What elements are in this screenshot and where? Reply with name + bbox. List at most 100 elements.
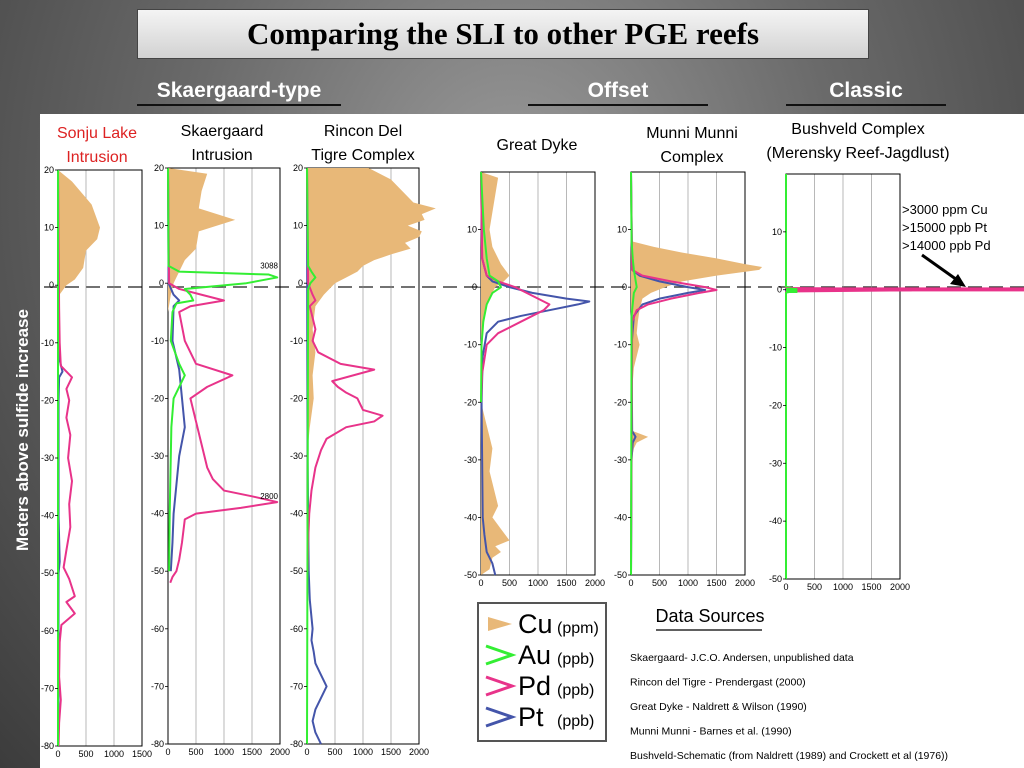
y-tick-label: -80 xyxy=(151,739,164,749)
annotation-arrow-head xyxy=(950,274,966,287)
category-classic: Classic xyxy=(786,79,946,106)
x-tick-label: 500 xyxy=(807,582,822,592)
x-tick-label: 1000 xyxy=(528,578,548,588)
x-tick-label: 1500 xyxy=(706,578,726,588)
series-pd-line xyxy=(480,171,551,403)
y-tick-label: 0 xyxy=(49,280,54,290)
y-tick-label: -50 xyxy=(151,566,164,576)
series-pt-line xyxy=(480,171,591,576)
x-tick-label: 1500 xyxy=(556,578,576,588)
x-tick-label: 0 xyxy=(304,747,309,757)
y-tick-label: -30 xyxy=(769,458,782,468)
y-tick-label: -30 xyxy=(464,455,477,465)
y-tick-label: -10 xyxy=(464,340,477,350)
y-tick-label: -10 xyxy=(769,343,782,353)
y-tick-label: -50 xyxy=(41,568,54,578)
y-tick-label: 0 xyxy=(777,285,782,295)
bushveld-annotation-line: >14000 ppb Pd xyxy=(902,238,991,253)
chart-title-line: Sonju Lake xyxy=(57,125,137,142)
peak-value-annotation: 2800 xyxy=(260,492,278,501)
series-cu-area xyxy=(631,172,763,575)
y-tick-label: -10 xyxy=(151,336,164,346)
y-tick-label: 10 xyxy=(44,223,54,233)
x-tick-label: 1500 xyxy=(861,582,881,592)
y-tick-label: -40 xyxy=(614,512,627,522)
x-tick-label: 0 xyxy=(478,578,483,588)
chart-title-line: (Merensky Reef-Jagdlust) xyxy=(766,145,949,162)
x-tick-label: 1500 xyxy=(132,749,152,759)
y-tick-label: 10 xyxy=(617,225,627,235)
series-au-line xyxy=(630,171,638,576)
series-cu-area xyxy=(307,168,436,456)
y-tick-label: -30 xyxy=(41,453,54,463)
x-tick-label: 1000 xyxy=(104,749,124,759)
series-cu-area xyxy=(168,168,236,312)
y-tick-label: -50 xyxy=(464,570,477,580)
legend-element: Au xyxy=(518,640,551,670)
x-tick-label: 1000 xyxy=(353,747,373,757)
y-tick-label: -40 xyxy=(41,511,54,521)
bushveld-annotation-line: >15000 ppb Pt xyxy=(902,220,987,235)
legend-unit: (ppb) xyxy=(557,713,594,730)
legend-element: Pt xyxy=(518,702,544,732)
chart-title-line: Tigre Complex xyxy=(311,147,414,164)
pd-arrow-icon xyxy=(485,675,517,697)
pt-arrow-icon xyxy=(485,706,517,728)
series-au-line xyxy=(306,167,317,745)
y-tick-label: -40 xyxy=(464,512,477,522)
x-tick-label: 1500 xyxy=(381,747,401,757)
y-tick-label: -70 xyxy=(41,683,54,693)
y-tick-label: -80 xyxy=(41,741,54,751)
legend-unit: (ppb) xyxy=(557,682,594,699)
x-tick-label: 2000 xyxy=(735,578,755,588)
y-tick-label: -80 xyxy=(290,739,303,749)
category-skaergaard-type: Skaergaard-type xyxy=(137,79,341,106)
series-au-line xyxy=(167,167,279,572)
y-tick-label: -30 xyxy=(614,455,627,465)
y-tick-label: -10 xyxy=(41,338,54,348)
series-cu-area xyxy=(58,170,100,297)
chart-6: Bushveld Complex (Merensky Reef-Jagdlust)… xyxy=(766,121,1024,592)
y-tick-label: 0 xyxy=(472,282,477,292)
y-tick-label: 0 xyxy=(298,278,303,288)
series-au-line xyxy=(785,174,796,579)
y-tick-label: 10 xyxy=(293,221,303,231)
series-pd-line xyxy=(630,171,718,576)
series-pd-line xyxy=(57,169,76,747)
cu-triangle-icon xyxy=(488,617,512,631)
chart-title-line: Munni Munni xyxy=(646,125,738,142)
legend-element: Cu xyxy=(518,609,553,639)
y-tick-label: -10 xyxy=(614,340,627,350)
x-tick-label: 500 xyxy=(78,749,93,759)
y-tick-label: 20 xyxy=(293,163,303,173)
y-tick-label: -20 xyxy=(41,395,54,405)
peak-value-annotation: 3088 xyxy=(260,262,278,271)
y-tick-label: 10 xyxy=(467,225,477,235)
series-pd-line xyxy=(167,167,279,584)
y-tick-label: 0 xyxy=(159,278,164,288)
slide-title-box: Comparing the SLI to other PGE reefs xyxy=(137,9,869,59)
y-tick-label: -70 xyxy=(290,681,303,691)
series-au-line xyxy=(480,171,502,403)
y-tick-label: -50 xyxy=(290,566,303,576)
y-tick-label: -30 xyxy=(151,451,164,461)
x-tick-label: 1000 xyxy=(678,578,698,588)
chart-3: Rincon Del Tigre Complex 20 10 0 -10 -20 -30 -40… xyxy=(290,123,436,757)
y-tick-label: -30 xyxy=(290,451,303,461)
x-tick-label: 1000 xyxy=(214,747,234,757)
chart-title-line: Rincon Del xyxy=(324,123,402,140)
slide-title: Comparing the SLI to other PGE reefs xyxy=(246,16,760,51)
annotation-arrow-shaft xyxy=(921,253,961,284)
y-tick-label: 20 xyxy=(154,163,164,173)
y-tick-label: 20 xyxy=(44,165,54,175)
chart-2: Skaergaard Intrusion 20 10 0 -10 -20 -30 -40 -50 -… xyxy=(151,123,290,757)
series-pd-line xyxy=(306,167,384,572)
data-sources: Data Sources Skaergaard- J.C.O. Andersen,… xyxy=(630,606,948,762)
series-cu-area xyxy=(481,172,510,575)
data-source-item: Skaergaard- J.C.O. Andersen, unpublished… xyxy=(630,652,854,664)
y-tick-label: -40 xyxy=(290,509,303,519)
y-tick-label: -20 xyxy=(151,393,164,403)
